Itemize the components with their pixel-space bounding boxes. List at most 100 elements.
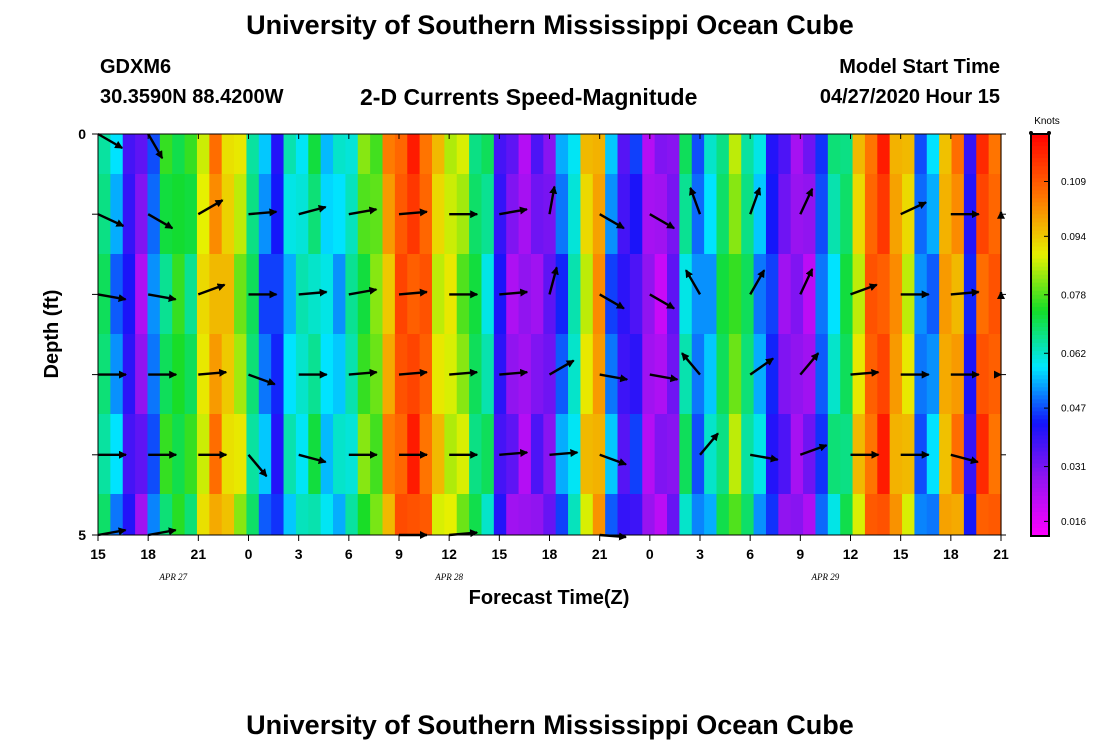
current-vector: [348, 368, 378, 377]
heatmap-layer: [98, 134, 1002, 535]
heatmap-cell: [629, 494, 643, 535]
heatmap-cell: [431, 494, 445, 535]
x-tick-label: 0: [646, 546, 654, 562]
heatmap-cell: [654, 494, 668, 535]
current-vector: [799, 187, 814, 215]
heatmap-cell: [753, 494, 767, 535]
heatmap-cell: [135, 254, 149, 334]
heatmap-cell: [976, 494, 990, 535]
heatmap-cell: [308, 414, 322, 494]
heatmap-cell: [765, 174, 779, 254]
colorbar-swatch: [1031, 407, 1049, 412]
colorbar-swatch: [1031, 487, 1049, 493]
heatmap-cell: [568, 494, 582, 535]
current-vector: [298, 204, 327, 216]
colorbar-swatch: [1031, 367, 1049, 372]
heatmap-cell: [976, 254, 990, 334]
y-axis-title: Depth (ft): [41, 290, 63, 379]
heatmap-cell: [320, 494, 334, 535]
heatmap-cell: [530, 494, 544, 535]
heatmap-cell: [172, 174, 186, 254]
heatmap-cell: [790, 134, 804, 174]
heatmap-cell: [926, 494, 940, 535]
current-vector: [348, 206, 378, 216]
colorbar-swatch: [1031, 262, 1049, 268]
heatmap-cell: [481, 174, 495, 254]
heatmap-cell: [456, 494, 470, 535]
heatmap-cell: [271, 334, 285, 414]
heatmap-cell: [939, 334, 953, 414]
heatmap-cell: [592, 414, 606, 494]
current-vector: [499, 368, 529, 377]
heatmap-cell: [741, 134, 755, 174]
colorbar-swatch: [1031, 310, 1049, 316]
heatmap-cell: [642, 414, 656, 494]
heatmap-cell: [246, 134, 260, 174]
colorbar-swatch: [1031, 359, 1049, 364]
heatmap-cell: [840, 494, 854, 535]
heatmap-cell: [778, 134, 792, 174]
x-tick-label: 12: [843, 546, 859, 562]
current-vector: [298, 453, 327, 465]
heatmap-cell: [357, 494, 371, 535]
heatmap-cell: [431, 414, 445, 494]
axis-layer: 15 18 21 0 3 6 9 12 15 18 21 0 3 6 9 12 15 18 21 APR 27 APR …: [78, 126, 1009, 582]
heatmap-cell: [654, 254, 668, 334]
heatmap-cell: [704, 494, 718, 535]
heatmap-cell: [741, 254, 755, 334]
colorbar-swatch: [1031, 399, 1049, 404]
colorbar-swatch: [1031, 238, 1049, 244]
colorbar-swatch: [1031, 206, 1049, 211]
date-label: APR 27: [158, 572, 187, 582]
heatmap-cell: [667, 134, 680, 174]
heatmap-cell: [605, 174, 619, 254]
heatmap-cell: [172, 414, 186, 494]
heatmap-cell: [271, 174, 285, 254]
heatmap-cell: [196, 494, 210, 535]
heatmap-cell: [258, 174, 272, 254]
colorbar-swatch: [1031, 146, 1049, 151]
colorbar-swatch: [1031, 326, 1049, 332]
heatmap-cell: [716, 254, 730, 334]
heatmap-cell: [902, 494, 916, 535]
current-vector: [549, 449, 579, 457]
heatmap-cell: [803, 494, 817, 535]
heatmap-cell: [815, 334, 829, 414]
heatmap-cell: [147, 134, 161, 174]
heatmap-cell: [370, 494, 384, 535]
x-tick-label: 15: [90, 546, 106, 562]
heatmap-cell: [852, 254, 866, 334]
heatmap-cell: [605, 414, 619, 494]
colorbar-swatch: [1031, 266, 1049, 272]
colorbar-swatch: [1031, 339, 1049, 344]
heatmap-cell: [246, 414, 260, 494]
chart-title: University of Southern Mississippi Ocean…: [246, 10, 854, 40]
heatmap-cell: [271, 254, 285, 334]
heatmap-cell: [568, 174, 582, 254]
heatmap-cell: [728, 174, 742, 254]
current-vector: [599, 293, 625, 310]
heatmap-cell: [926, 134, 940, 174]
heatmap-cell: [320, 414, 334, 494]
colorbar-swatch: [1031, 190, 1049, 195]
heatmap-cell: [592, 494, 606, 535]
current-vector: [198, 368, 228, 377]
colorbar-swatch: [1031, 194, 1049, 199]
heatmap-cell: [852, 494, 866, 535]
heatmap-cell: [840, 254, 854, 334]
current-vector: [599, 453, 627, 466]
heatmap-cell: [407, 134, 421, 174]
heatmap-cell: [877, 494, 891, 535]
heatmap-cell: [778, 174, 792, 254]
heatmap-cell: [605, 334, 619, 414]
heatmap-cell: [518, 494, 532, 535]
heatmap-cell: [902, 174, 916, 254]
heatmap-cell: [939, 254, 953, 334]
current-vector: [799, 352, 820, 376]
heatmap-cell: [135, 134, 149, 174]
current-vector: [398, 368, 428, 377]
heatmap-cell: [988, 254, 1002, 334]
heatmap-cell: [902, 134, 916, 174]
heatmap-cell: [333, 494, 346, 535]
heatmap-cell: [221, 494, 235, 535]
